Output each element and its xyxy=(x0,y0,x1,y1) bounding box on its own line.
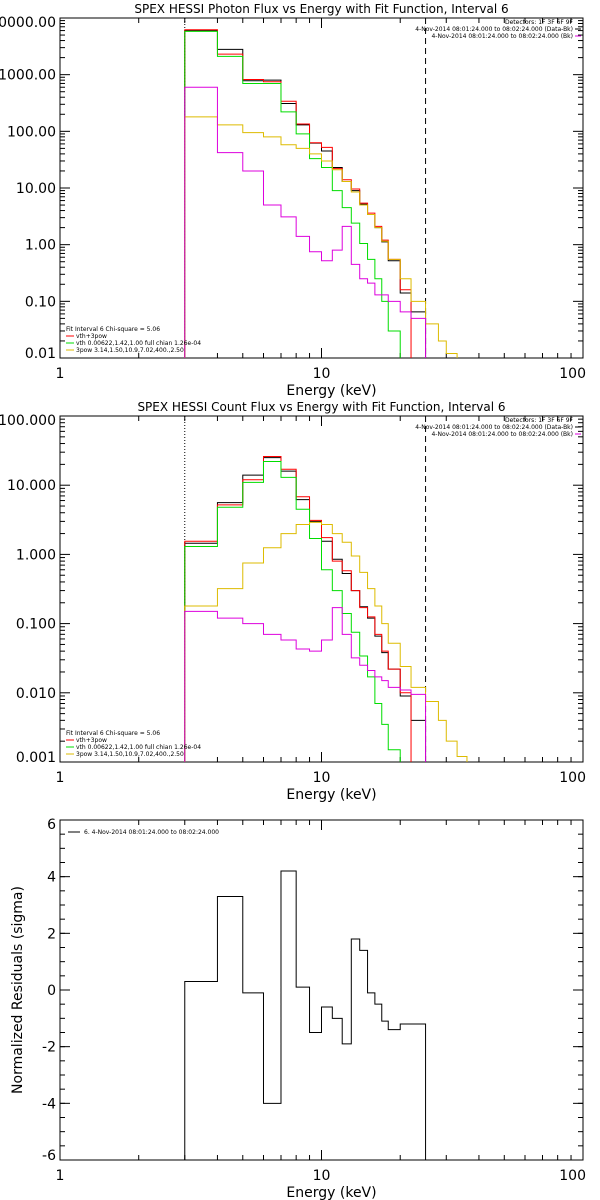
series-line-2 xyxy=(184,461,401,762)
legend-label: 3pow 3.14,1.50,10.9,7.02,400.,2.50 xyxy=(76,347,184,354)
x-tick-label: 1 xyxy=(56,1168,65,1184)
legend-label: Fit Interval 6 Chi-square = 5.06 xyxy=(66,730,160,737)
plot-frame xyxy=(59,17,584,359)
x-axis-label: Energy (keV) xyxy=(286,1185,376,1200)
y-tick-label: 0.001 xyxy=(16,750,56,766)
y-tick-label: 100.00 xyxy=(7,124,56,140)
detector-info-line: 4-Nov-2014 08:01:24.000 to 08:02:24.000 … xyxy=(431,33,573,40)
series-line-1 xyxy=(184,29,412,358)
y-tick-label: 2 xyxy=(47,926,56,942)
x-tick-label: 1 xyxy=(56,770,65,786)
chart-title: SPEX HESSI Count Flux vs Energy with Fit… xyxy=(137,400,505,414)
detector-info-line: 4-Nov-2014 08:01:24.000 to 08:02:24.000 … xyxy=(431,431,573,438)
x-tick-label: 10 xyxy=(313,366,331,382)
series-line-0 xyxy=(184,870,427,1160)
series-line-4 xyxy=(184,86,427,358)
y-tick-label: 0.010 xyxy=(16,686,56,702)
legend-label: Fit Interval 6 Chi-square = 5.06 xyxy=(66,326,160,333)
plot-frame xyxy=(59,819,584,1161)
x-tick-label: 1 xyxy=(56,366,65,382)
legend-label: vth 0.00622,1.42,1.00 full chian 1.26e-0… xyxy=(76,744,201,751)
series-line-2 xyxy=(184,30,401,358)
detector-info-line: Detectors: 1F 3F 6F 9F xyxy=(505,417,574,424)
series-line-3 xyxy=(184,521,468,762)
detector-info-line: 4-Nov-2014 08:01:24.000 to 08:02:24.000 … xyxy=(415,26,573,33)
y-tick-label: 6 xyxy=(47,817,56,833)
legend-label: 3pow 3.14,1.50,10.9,7.02,400.,2.50 xyxy=(76,751,184,758)
y-tick-label: 10000.00 xyxy=(0,15,56,31)
photon-panel: SPEX HESSI Photon Flux vs Energy with Fi… xyxy=(0,2,586,399)
x-tick-label: 10 xyxy=(313,770,331,786)
y-tick-label: 0.100 xyxy=(16,617,56,633)
residuals-panel: 1 10 100 -6 -4 -2 0 2 4 6 Energy (keV) Normalized R… xyxy=(10,817,586,1200)
series-line-4 xyxy=(184,607,427,762)
y-tick-label: -2 xyxy=(42,1040,56,1056)
legend-label: 6. 4-Nov-2014 08:01:24.000 to 08:02:24.0… xyxy=(84,829,219,836)
y-tick-label: 1000.00 xyxy=(0,68,56,84)
y-axis-label: Normalized Residuals (sigma) xyxy=(10,886,26,1094)
series-line-3 xyxy=(184,116,458,358)
x-axis-label: Energy (keV) xyxy=(286,787,376,803)
detector-info-line: Detectors: 1F 3F 6F 9F xyxy=(505,19,574,26)
y-tick-label: 1.000 xyxy=(16,547,56,563)
count-panel: SPEX HESSI Count Flux vs Energy with Fit… xyxy=(0,400,586,803)
x-tick-label: 10 xyxy=(313,1168,331,1184)
y-tick-label: 100.000 xyxy=(0,413,56,429)
chart-title: SPEX HESSI Photon Flux vs Energy with Fi… xyxy=(134,2,508,16)
legend-label: vth+3pow xyxy=(76,333,107,340)
plot-frame xyxy=(59,415,584,763)
y-tick-label: 0 xyxy=(47,983,56,999)
legend-label: vth 0.00622,1.42,1.00 full chian 1.26e-0… xyxy=(76,340,201,347)
x-tick-label: 100 xyxy=(559,1168,586,1184)
x-tick-label: 100 xyxy=(559,366,586,382)
y-tick-label: -6 xyxy=(42,1148,56,1164)
y-tick-label: 1.00 xyxy=(25,238,56,254)
series-line-1 xyxy=(184,455,412,762)
y-tick-label: 4 xyxy=(47,870,56,886)
y-tick-label: 10.00 xyxy=(16,181,56,197)
y-tick-label: 10.000 xyxy=(7,478,56,494)
x-tick-label: 100 xyxy=(559,770,586,786)
y-tick-label: -4 xyxy=(42,1096,56,1112)
legend-label: vth+3pow xyxy=(76,737,107,744)
y-tick-label: 0.01 xyxy=(25,346,56,362)
detector-info-line: 4-Nov-2014 08:01:24.000 to 08:02:24.000 … xyxy=(415,424,573,431)
x-axis-label: Energy (keV) xyxy=(286,383,376,399)
y-tick-label: 0.10 xyxy=(25,294,56,310)
